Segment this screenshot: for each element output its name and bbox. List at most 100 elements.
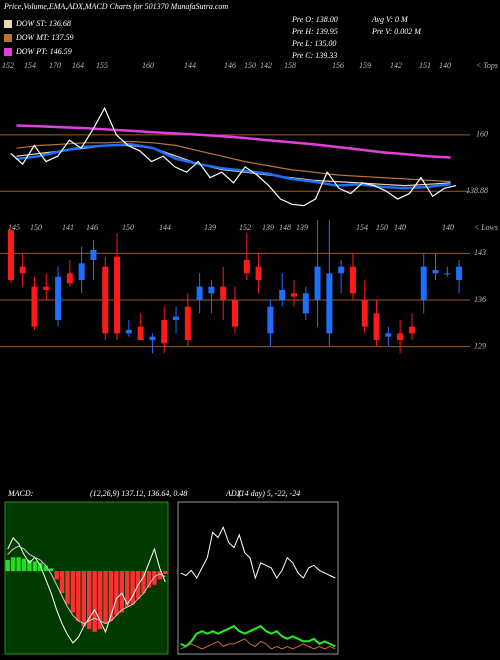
stat: Pre C: 139.33 [291,51,337,60]
top-label: 164 [72,61,84,70]
candle-body [456,266,463,280]
candle-body [66,273,73,284]
line [16,142,451,190]
histogram-bar [21,558,27,572]
candle-body [137,326,144,340]
low-label: 146 [86,223,98,232]
histogram-bar [76,571,81,621]
histogram-bar [32,561,38,572]
histogram-bar [152,571,157,585]
page-title: Price,Volume,EMA,ADX,MACD Charts for 501… [3,2,228,11]
histogram-bar [87,571,92,630]
candle-body [90,250,97,260]
top-label: 170 [49,61,61,70]
panel [4,501,169,655]
low-label: 139 [296,223,308,232]
candle-body [125,330,132,334]
histogram-bar [130,571,135,605]
top-label: 159 [359,61,371,70]
top-label: 146 [224,61,236,70]
legend-label: DOW ST: 136.68 [15,19,71,28]
candle-body [420,266,427,300]
histogram-bar [119,571,125,613]
low-label: 139 [204,223,216,232]
histogram-bar [48,568,54,572]
top-label: 160 [142,61,154,70]
candle-body [432,270,439,274]
low-label: 141 [62,223,74,232]
candle-body [31,286,38,327]
panel [177,501,339,655]
histogram-bar [70,571,76,613]
stat: Pre H: 139.95 [291,27,338,36]
panel-label: ADX [225,489,243,498]
line [180,624,336,648]
candle-body [373,313,380,340]
legend-swatch [4,34,12,42]
low-label: 150 [122,223,134,232]
top-label: 151 [419,61,431,70]
y-tick-label: 129 [474,341,486,350]
legend-label: DOW PT: 146.59 [15,47,72,56]
candle-body [19,266,26,274]
histogram-bar [65,571,70,605]
top-label: 150 [244,61,256,70]
annotation: < Tops [476,61,498,70]
histogram-bar [16,557,21,572]
histogram-bar [97,571,103,630]
top-label: 156 [332,61,344,70]
candle-body [397,333,404,340]
candle-body [232,300,238,327]
stat: Pre O: 138.00 [291,15,338,24]
low-label: 150 [30,223,42,232]
candle-body [361,300,368,327]
stat: Pre L: 135.00 [291,39,336,48]
histogram-bar [54,571,59,580]
panel-params: (12,26,9) 137.12, 136.64, 0.48 [90,489,187,498]
low-label: 140 [442,223,454,232]
histogram-bar [114,571,119,616]
candle-body [161,320,168,344]
candle-body [444,273,451,275]
histogram-bar [157,571,163,580]
candle-body [408,326,415,334]
candle-body [114,256,121,334]
candle-body [326,273,333,334]
histogram-bar [125,571,130,608]
candle-body [184,306,191,340]
candle-body [173,316,180,320]
y-tick-label: 160 [476,130,488,139]
histogram-bar [163,571,168,574]
candle-body [220,286,227,300]
histogram-bar [10,557,16,572]
histogram-bar [43,565,48,572]
low-label: 139 [262,223,274,232]
candle-body [208,286,215,294]
candle-body [102,266,109,334]
histogram-bar [59,571,65,594]
candle-body [43,286,50,290]
histogram-bar [103,571,108,624]
low-label: 145 [8,223,20,232]
histogram-bar [81,571,86,627]
top-label: 142 [260,61,272,70]
candle-body [338,266,345,274]
line [16,124,451,159]
candle-body [349,266,356,294]
candle-body [196,286,203,300]
annotation: < Lows [474,223,498,232]
low-label: 152 [239,223,251,232]
y-tick-label: 136 [474,295,486,304]
candle-body [55,276,62,320]
candle-body [149,336,156,340]
y-tick-label: 138.88 [466,186,488,195]
candle-body [267,306,274,334]
candle-body [290,293,297,297]
low-label: 144 [159,223,171,232]
candle-body [385,333,392,337]
low-label: 154 [356,223,368,232]
candle-body [302,293,309,314]
line [7,545,166,625]
top-label: 155 [96,61,108,70]
